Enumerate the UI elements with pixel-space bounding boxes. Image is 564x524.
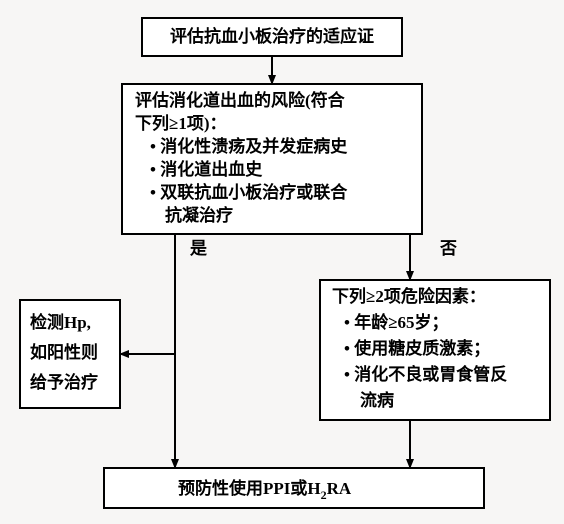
node-n2-line-4: • 双联抗血小板治疗或联合 — [150, 182, 348, 202]
node-n3-line-2: • 使用糖皮质激素； — [344, 338, 490, 358]
node-n1-line-0: 评估抗血小板治疗的适应证 — [170, 26, 374, 46]
node-n3-line-1: • 年龄≥65岁； — [344, 312, 449, 332]
edge-label-1: 是 — [190, 239, 207, 258]
node-n2-line-5: 抗凝治疗 — [165, 205, 233, 225]
node-n3-line-4: 流病 — [360, 390, 394, 410]
node-n2-line-1: 下列≥1项)： — [135, 113, 227, 133]
node-n4-line-0: 检测Hp, — [30, 312, 91, 332]
flowchart-canvas: 是 否 评估抗血小板治疗的适应证评估消化道出血的风险(符合下列≥1项)： • 消化性溃… — [0, 0, 564, 524]
edge-label-2: 否 — [439, 239, 457, 258]
node-n3-line-3: • 消化不良或胃食管反 — [344, 364, 507, 384]
node-n2-line-2: • 消化性溃疡及并发症病史 — [150, 136, 348, 156]
node-n4-line-2: 给予治疗 — [30, 372, 98, 392]
node-n4-line-1: 如阳性则 — [30, 342, 98, 362]
node-n2-line-3: • 消化道出血史 — [150, 159, 263, 179]
node-n3-line-0: 下列≥2项危险因素： — [332, 286, 486, 306]
node-n2-line-0: 评估消化道出血的风险(符合 — [135, 90, 346, 110]
